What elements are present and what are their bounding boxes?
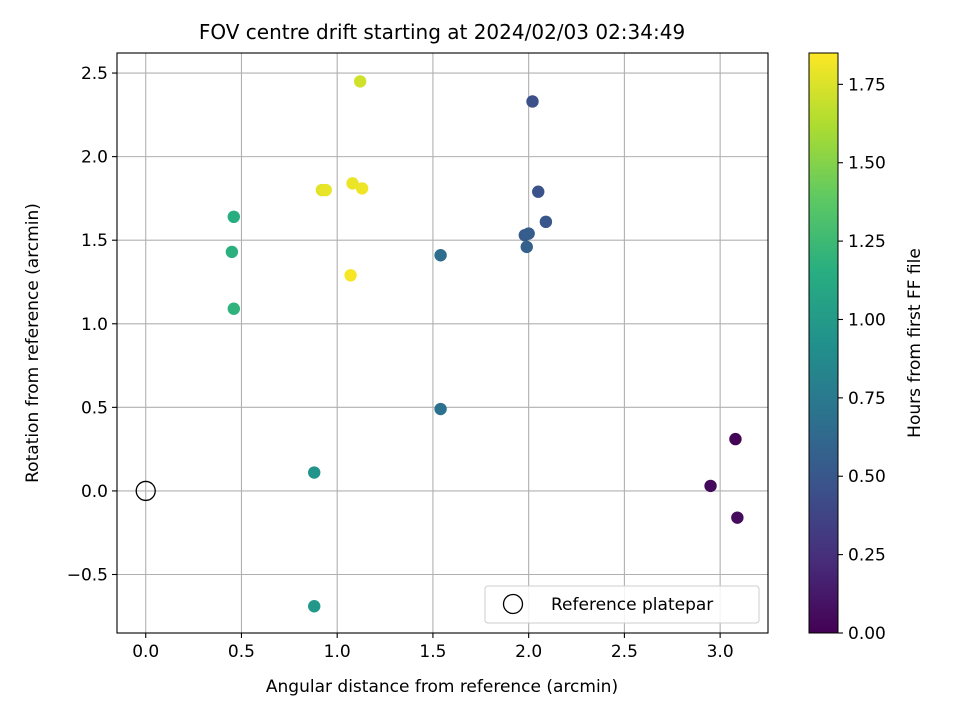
y-tick-label: 1.5 (81, 231, 108, 251)
data-point (308, 600, 321, 613)
data-point (434, 402, 447, 416)
plot-frame (116, 52, 769, 634)
data-point (344, 269, 357, 282)
y-tick-label: 0.0 (81, 482, 108, 502)
colorbar-tick-label: 0.50 (848, 467, 886, 487)
colorbar-label: Hours from first FF file (905, 248, 925, 438)
colorbar-tick-label: 1.00 (848, 310, 886, 330)
colorbar-tick-label: 1.25 (848, 232, 886, 252)
data-point (731, 511, 744, 524)
colorbar-gradient (808, 52, 839, 634)
data-point (522, 227, 535, 240)
data-point (434, 249, 447, 262)
legend: Reference platepar (484, 585, 760, 624)
data-point (308, 466, 321, 479)
data-point (355, 182, 369, 195)
x-tick-label: 1.0 (324, 642, 351, 662)
legend-entry-label: Reference platepar (551, 595, 713, 615)
y-tick-label: 2.0 (81, 148, 108, 168)
legend-box (484, 585, 760, 624)
colorbar-tick-label: 0.25 (848, 546, 886, 566)
data-point (319, 183, 332, 197)
y-tick-label: −0.5 (67, 565, 108, 585)
gridlines (117, 53, 768, 633)
x-tick-label: 3.0 (707, 642, 734, 662)
data-point (225, 245, 239, 259)
data-point (520, 240, 533, 254)
data-point (227, 302, 240, 315)
x-tick-label: 2.0 (515, 642, 542, 662)
y-tick-label: 2.5 (81, 64, 108, 84)
colorbar-tick-label: 1.50 (848, 154, 886, 174)
x-tick-label: 0.0 (132, 642, 159, 662)
x-axis-label: Angular distance from reference (arcmin) (266, 677, 618, 697)
colorbar-ticks: 0.00 0.25 0.50 0.75 1.00 1.25 1.50 1.75 (838, 75, 886, 644)
data-point (729, 432, 742, 446)
x-axis-ticks: 0.0 0.5 1.0 1.5 2.0 2.5 3.0 (132, 633, 734, 662)
data-point (704, 479, 717, 493)
y-axis-label: Rotation from reference (arcmin) (23, 203, 43, 483)
x-tick-label: 1.5 (419, 642, 446, 662)
data-point (526, 95, 539, 108)
colorbar-tick-label: 0.00 (848, 624, 886, 644)
data-point (227, 210, 240, 224)
reference-platepar-marker (135, 480, 156, 502)
legend-marker-icon (502, 593, 524, 615)
reference-marker-group (135, 480, 156, 502)
data-point (539, 215, 553, 229)
data-point (346, 177, 359, 190)
colorbar: 0.00 0.25 0.50 0.75 1.00 1.25 1.50 1.75 Hours f… (808, 52, 925, 644)
data-point (353, 75, 367, 88)
data-point (532, 185, 545, 198)
data-points (225, 75, 744, 613)
y-tick-label: 1.0 (81, 315, 108, 335)
colorbar-tick-label: 1.75 (848, 75, 886, 95)
chart-title: FOV centre drift starting at 2024/02/03 … (199, 20, 685, 44)
colorbar-tick-label: 0.75 (848, 389, 886, 409)
x-tick-label: 2.5 (611, 642, 638, 662)
y-axis-ticks: −0.5 0.0 0.5 1.0 1.5 2.0 2.5 (67, 64, 117, 585)
y-tick-label: 0.5 (81, 398, 108, 418)
x-tick-label: 0.5 (228, 642, 255, 662)
